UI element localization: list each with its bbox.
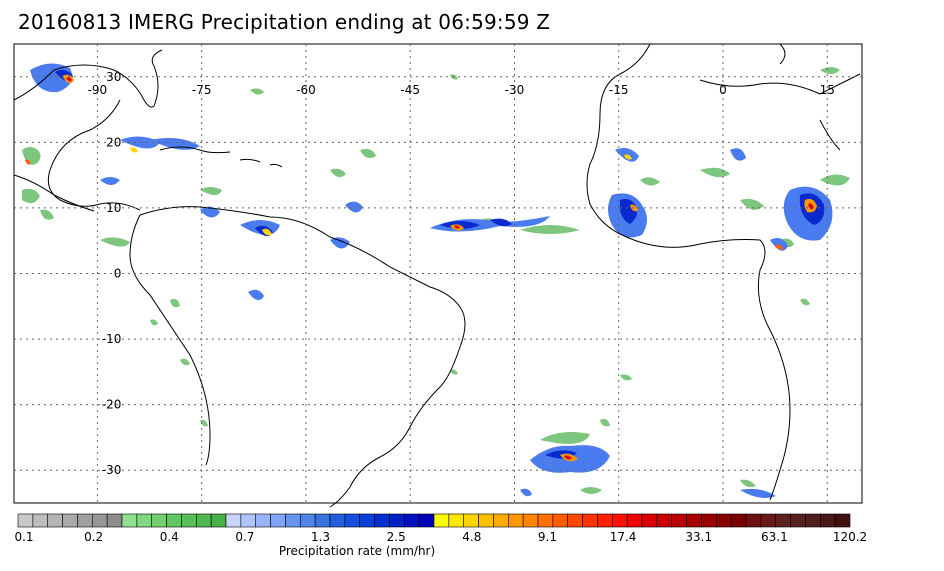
colorbar-swatch	[151, 513, 167, 528]
colorbar-swatch	[374, 513, 390, 528]
colorbar-swatch	[790, 513, 806, 528]
colorbar-swatch	[641, 513, 658, 528]
latitude-label: 30	[106, 70, 121, 84]
colorbar-swatch	[299, 513, 316, 528]
graticule	[14, 44, 862, 503]
colorbar-tick-label: 17.4	[610, 530, 637, 544]
colorbar-tick-label: 9.1	[538, 530, 557, 544]
colorbar-swatch	[255, 513, 271, 528]
colorbar-swatch	[656, 513, 673, 528]
colorbar-tick-label: 1.3	[311, 530, 330, 544]
colorbar-label: Precipitation rate (mm/hr)	[279, 544, 435, 558]
colorbar-swatch	[819, 513, 836, 528]
colorbar-tick-label: 63.1	[761, 530, 788, 544]
colorbar-swatch	[730, 513, 747, 528]
colorbar-swatch	[463, 513, 479, 528]
colorbar-swatch	[91, 513, 108, 528]
colorbar-swatch	[760, 513, 777, 528]
colorbar-tick-label: 33.1	[685, 530, 712, 544]
colorbar-swatch	[329, 513, 346, 528]
colorbar-swatch	[552, 513, 569, 528]
colorbar-swatch	[745, 513, 762, 528]
colorbar-swatch	[701, 513, 717, 528]
colorbar-swatch	[507, 513, 524, 528]
colorbar-swatch	[62, 513, 78, 528]
colorbar-swatch	[389, 513, 405, 528]
colorbar-swatch	[121, 513, 138, 528]
colorbar-swatch	[240, 513, 257, 528]
colorbar-tick-label: 0.4	[160, 530, 179, 544]
colorbar-swatch	[686, 513, 702, 528]
colorbar-swatch	[166, 513, 182, 528]
colorbar-swatch	[32, 513, 49, 528]
longitude-label: -60	[296, 83, 316, 97]
colorbar-swatch	[626, 513, 643, 528]
latitude-label: -30	[102, 463, 122, 477]
colorbar-swatch	[418, 513, 435, 528]
colorbar-tick-label: 0.2	[84, 530, 103, 544]
colorbar-swatch	[433, 513, 450, 528]
latitude-labels: 30 20 10 0 -10 -20 -30	[102, 70, 122, 477]
latitude-label: -20	[102, 398, 122, 412]
latitude-label: 20	[106, 135, 121, 149]
colorbar-swatch	[359, 513, 375, 528]
latitude-label: -10	[102, 332, 122, 346]
longitude-label: -75	[192, 83, 212, 97]
latitude-label: 0	[114, 267, 122, 281]
colorbar-swatch	[478, 513, 494, 528]
longitude-label: -30	[505, 83, 525, 97]
colorbar-swatch	[270, 513, 286, 528]
longitude-label: -90	[88, 83, 108, 97]
colorbar-swatch	[225, 513, 242, 528]
colorbar-swatch	[403, 513, 420, 528]
colorbar-swatch	[493, 513, 509, 528]
colorbar-swatch	[448, 513, 465, 528]
colorbar-tick-label: 4.8	[462, 530, 481, 544]
colorbar-swatch	[715, 513, 732, 528]
colorbar-swatch	[195, 513, 212, 528]
colorbar-swatch	[567, 513, 583, 528]
colorbar-swatch	[805, 513, 821, 528]
colorbar-swatch	[314, 513, 331, 528]
colorbar-swatch	[210, 513, 227, 528]
colorbar-swatch	[671, 513, 687, 528]
colorbar-tick-label: 120.2	[833, 530, 867, 544]
colorbar-swatch	[834, 513, 851, 528]
longitude-label: -45	[400, 83, 420, 97]
colorbar	[17, 513, 851, 528]
colorbar-swatch	[181, 513, 197, 528]
colorbar-swatch	[582, 513, 598, 528]
colorbar-swatch	[611, 513, 628, 528]
colorbar-swatch	[136, 513, 153, 528]
colorbar-swatch	[47, 513, 63, 528]
longitude-labels: -90 -75 -60 -45 -30 -15 0 15	[88, 83, 835, 97]
coastlines	[13, 43, 861, 508]
colorbar-tick-labels: 0.1 0.2 0.4 0.7 1.3 2.5 4.8 9.1 17.4 33.1 63.1 120.…	[14, 530, 867, 544]
precipitation-field	[22, 63, 850, 498]
longitude-label: 15	[820, 83, 835, 97]
colorbar-swatch	[775, 513, 791, 528]
colorbar-swatch	[285, 513, 301, 528]
colorbar-tick-label: 0.1	[14, 530, 33, 544]
colorbar-swatch	[597, 513, 613, 528]
colorbar-swatch	[522, 513, 539, 528]
colorbar-swatch	[537, 513, 554, 528]
colorbar-swatch	[106, 513, 123, 528]
colorbar-swatch	[344, 513, 361, 528]
map-frame	[13, 43, 863, 504]
latitude-label: 10	[106, 201, 121, 215]
colorbar-tick-label: 2.5	[387, 530, 406, 544]
map-title: 20160813 IMERG Precipitation ending at 0…	[18, 10, 551, 34]
colorbar-swatch	[17, 513, 34, 528]
colorbar-tick-label: 0.7	[235, 530, 254, 544]
longitude-label: -15	[609, 83, 629, 97]
colorbar-swatch	[77, 513, 93, 528]
longitude-label: 0	[719, 83, 727, 97]
